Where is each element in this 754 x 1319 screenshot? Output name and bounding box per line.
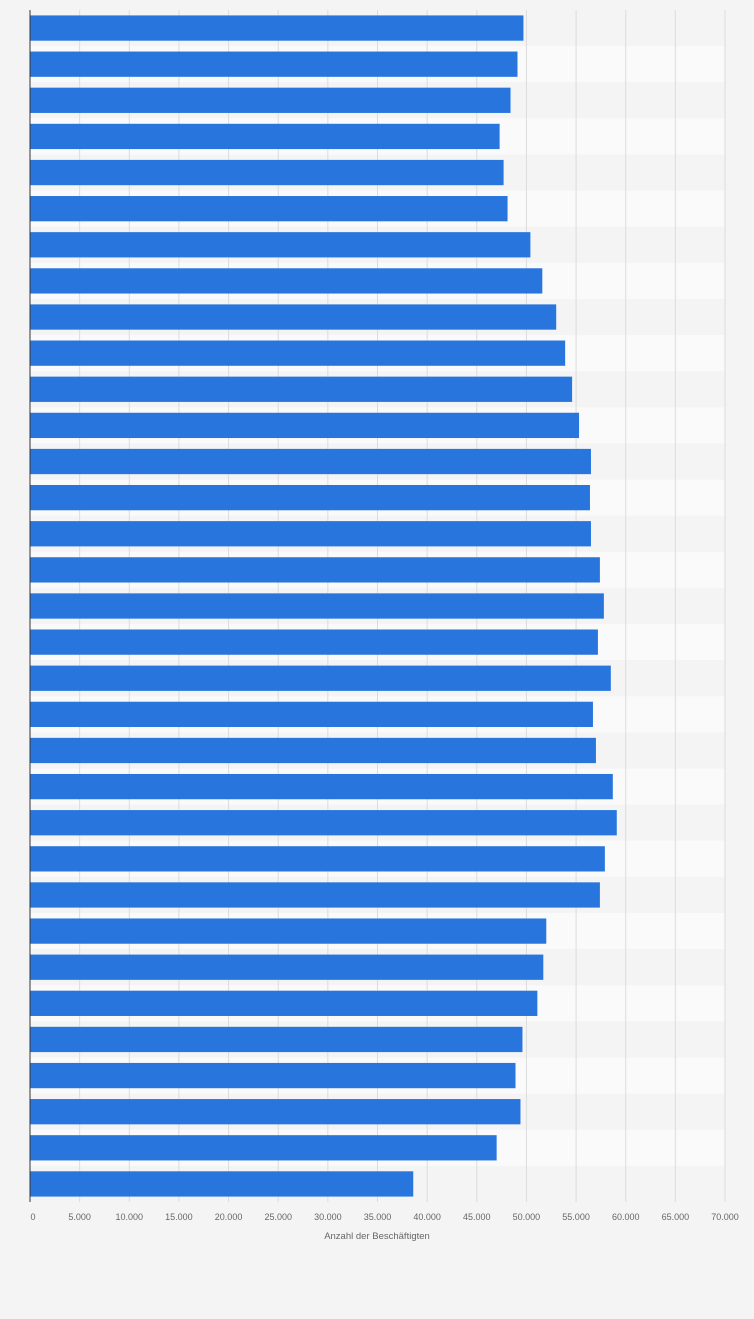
- bar[interactable]: [30, 846, 605, 872]
- x-tick-label: 65.000: [662, 1212, 690, 1222]
- x-tick-label: 70.000: [711, 1212, 739, 1222]
- bar[interactable]: [30, 15, 524, 41]
- bar[interactable]: [30, 304, 557, 330]
- bar[interactable]: [30, 196, 508, 222]
- x-tick-label: 10.000: [116, 1212, 144, 1222]
- x-tick-label: 55.000: [562, 1212, 590, 1222]
- bar[interactable]: [30, 773, 613, 800]
- x-tick-label: 5.000: [68, 1212, 91, 1222]
- x-axis-tick-labels: 0 5.000 10.000 15.000 20.000 25.000 30.000 35.0…: [30, 1212, 738, 1222]
- bar[interactable]: [30, 701, 593, 728]
- bar[interactable]: [30, 990, 538, 1016]
- bar-series: [30, 15, 617, 1197]
- bar[interactable]: [30, 882, 600, 908]
- bar[interactable]: [30, 593, 604, 619]
- bar[interactable]: [30, 1026, 523, 1053]
- bar[interactable]: [30, 1062, 516, 1089]
- bar[interactable]: [30, 123, 500, 150]
- bar[interactable]: [30, 557, 600, 583]
- bar[interactable]: [30, 810, 617, 836]
- bar[interactable]: [30, 412, 580, 439]
- bar[interactable]: [30, 159, 504, 186]
- bar[interactable]: [30, 918, 547, 944]
- bar[interactable]: [30, 232, 531, 258]
- x-tick-label: 15.000: [165, 1212, 193, 1222]
- x-tick-label: 25.000: [264, 1212, 292, 1222]
- x-tick-label: 40.000: [413, 1212, 441, 1222]
- bar[interactable]: [30, 954, 544, 980]
- bar[interactable]: [30, 376, 573, 402]
- bar[interactable]: [30, 1171, 414, 1197]
- x-tick-label: 50.000: [513, 1212, 541, 1222]
- bar[interactable]: [30, 340, 566, 366]
- x-tick-label: 30.000: [314, 1212, 342, 1222]
- bar[interactable]: [30, 268, 543, 294]
- x-tick-label: 45.000: [463, 1212, 491, 1222]
- bar[interactable]: [30, 1099, 521, 1125]
- bar[interactable]: [30, 521, 591, 547]
- x-tick-label: 35.000: [364, 1212, 392, 1222]
- bar[interactable]: [30, 448, 591, 475]
- bar[interactable]: [30, 484, 590, 511]
- x-tick-label: 60.000: [612, 1212, 640, 1222]
- bar[interactable]: [30, 737, 596, 764]
- x-tick-label: 20.000: [215, 1212, 243, 1222]
- bar[interactable]: [30, 1135, 497, 1161]
- bar[interactable]: [30, 665, 611, 691]
- bar[interactable]: [30, 51, 518, 77]
- bar[interactable]: [30, 629, 598, 655]
- x-tick-label: 0: [30, 1212, 35, 1222]
- x-axis-title: Anzahl der Beschäftigten: [324, 1231, 430, 1242]
- bar[interactable]: [30, 87, 511, 113]
